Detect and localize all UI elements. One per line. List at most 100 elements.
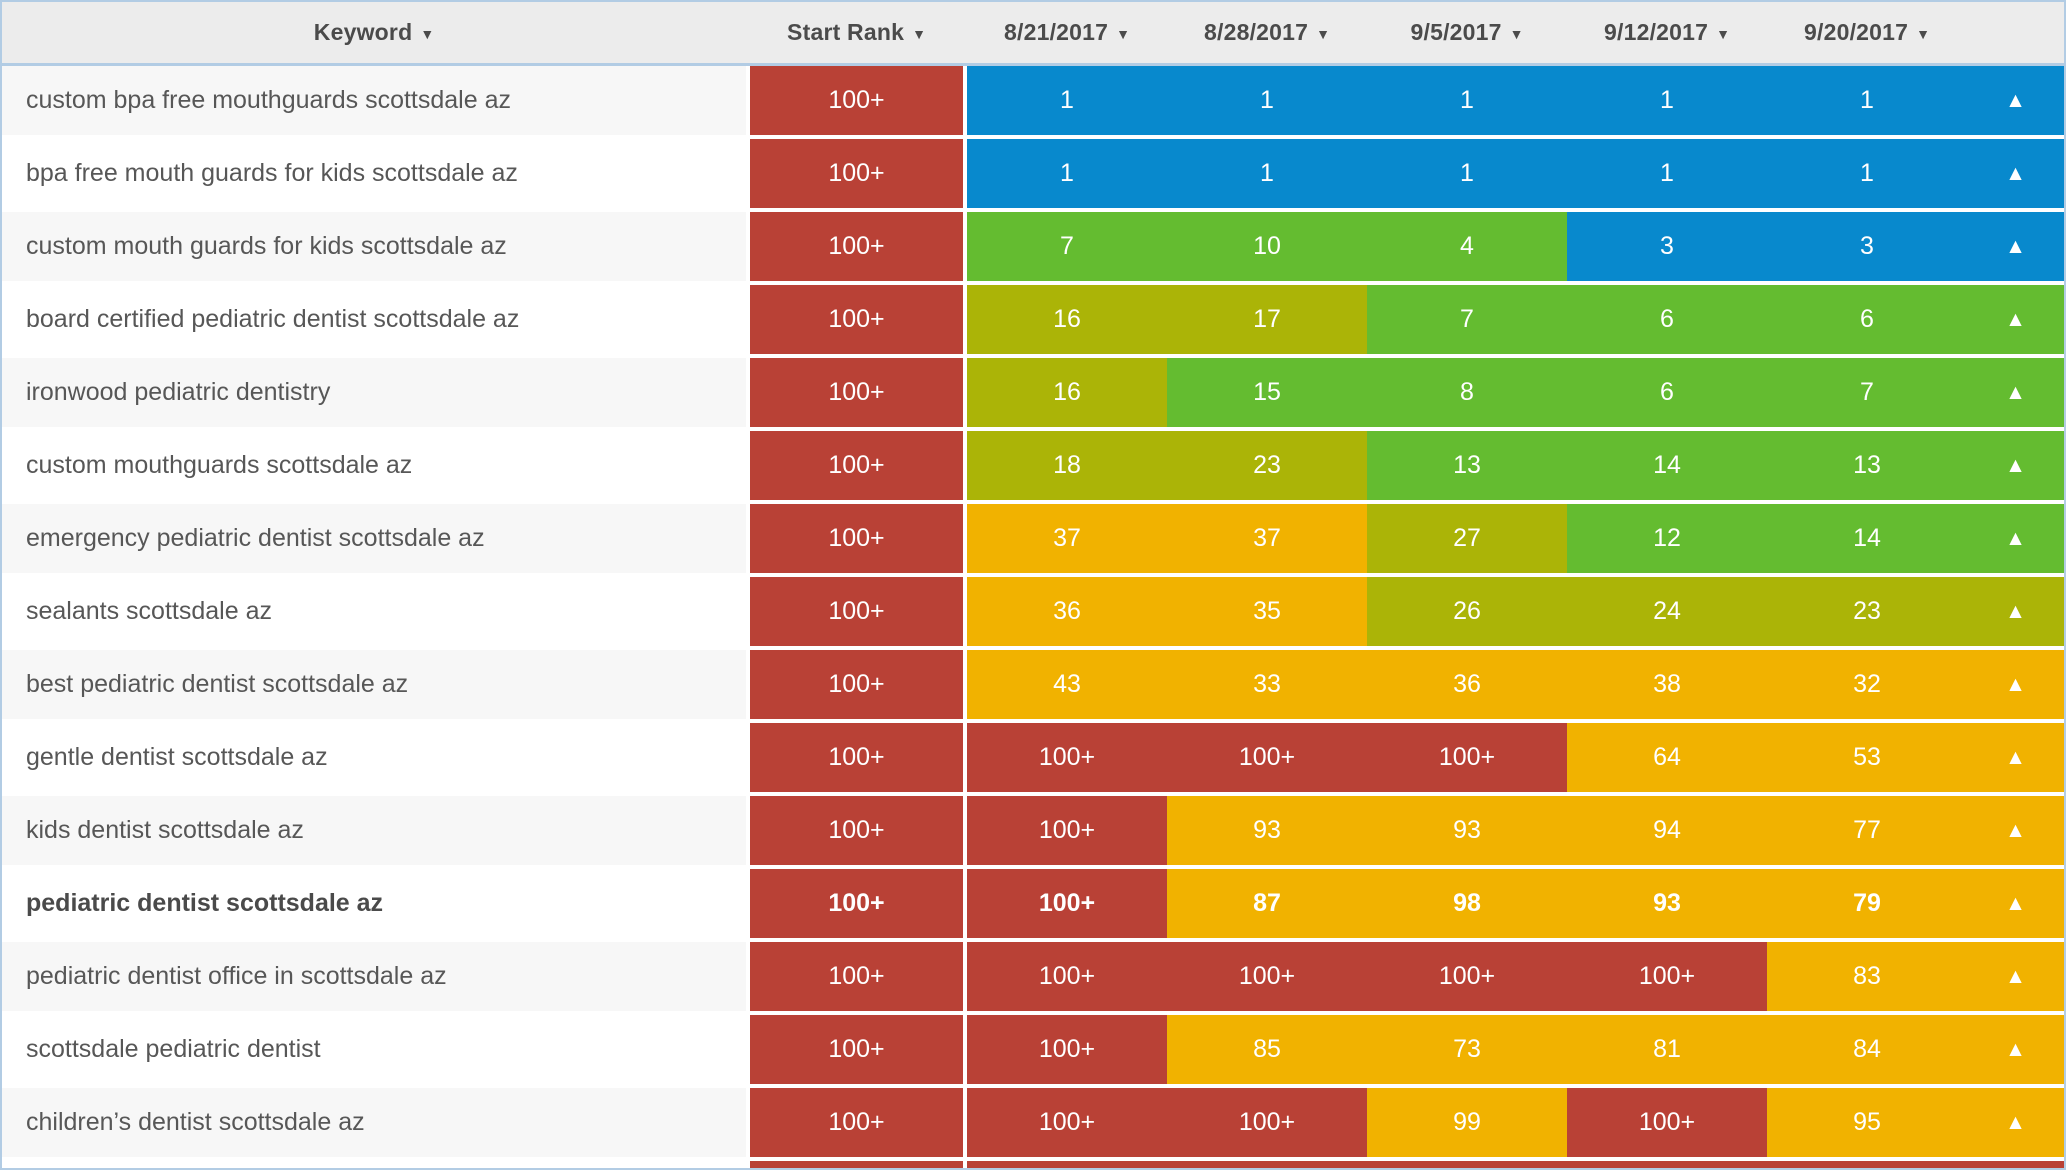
start-rank-cell: 100+ (750, 66, 963, 135)
column-header-start-rank[interactable]: Start Rank ▼ (750, 2, 963, 63)
keyword-cell[interactable]: best pediatric dentist scottsdale az (2, 650, 746, 719)
column-header-9-20-2017[interactable]: 9/20/2017 ▼ (1767, 2, 1967, 63)
rank-cells: 100+ 100+ 99 100+ 95 (967, 1088, 1967, 1157)
table-row: custom mouth guards for kids scottsdale … (2, 212, 2064, 281)
rank-cell: 85 (1167, 1015, 1367, 1084)
keyword-cell[interactable]: sealants scottsdale az (2, 577, 746, 646)
rank-cell: 93 (1167, 796, 1367, 865)
rank-cell: 99 (1367, 1088, 1567, 1157)
rank-cells: 100+ 100+ 100+ 64 53 (967, 723, 1967, 792)
rank-cell: 100+ (1567, 942, 1767, 1011)
rank-cell: 36 (1367, 650, 1567, 719)
rank-cell: 1 (1767, 66, 1967, 135)
column-header-8-28-2017[interactable]: 8/28/2017 ▼ (1167, 2, 1367, 63)
keyword-cell[interactable]: scottsdale pediatric dentist (2, 1015, 746, 1084)
table-row: scottsdale pediatric dentist 100+ 100+ 85… (2, 1015, 2064, 1084)
rank-cell: 3 (1567, 212, 1767, 281)
rank-cell: 38 (1567, 650, 1767, 719)
trend-cell: ▲ (1967, 431, 2064, 500)
rank-cell: 100+ (1367, 723, 1567, 792)
trend-up-icon: ▲ (2005, 308, 2026, 331)
rank-cell: 7 (1767, 358, 1967, 427)
keyword-cell[interactable]: custom mouth guards for kids scottsdale … (2, 212, 746, 281)
start-rank-cell: 100+ (750, 431, 963, 500)
keyword-cell[interactable]: custom bpa free mouthguards scottsdale a… (2, 66, 746, 135)
keyword-cell[interactable]: board certified pediatric dentist scotts… (2, 285, 746, 354)
start-rank-cell: 100+ (750, 1088, 963, 1157)
table-body: custom bpa free mouthguards scottsdale a… (2, 66, 2064, 1168)
rank-cell: 13 (1367, 431, 1567, 500)
keyword-cell[interactable]: gentle dentist scottsdale az (2, 723, 746, 792)
start-rank-cell: 100+ (750, 212, 963, 281)
rank-cell: 79 (1767, 869, 1967, 938)
keyword-cell[interactable]: pediatric dentist office in scottsdale a… (2, 942, 746, 1011)
trend-up-icon: ▲ (2005, 454, 2026, 477)
rank-cell: 35 (1167, 577, 1367, 646)
rank-cell: 37 (967, 504, 1167, 573)
rank-cell: 93 (1567, 869, 1767, 938)
sort-icon: ▼ (912, 26, 926, 42)
trend-cell: ▲ (1967, 650, 2064, 719)
keyword-label: emergency pediatric dentist scottsdale a… (26, 524, 485, 552)
trend-up-icon: ▲ (2005, 162, 2026, 185)
rank-cells: 36 35 26 24 23 (967, 577, 1967, 646)
column-header-keyword[interactable]: Keyword ▼ (2, 2, 746, 63)
rank-cell: 24 (1567, 577, 1767, 646)
rank-cell: 1 (1167, 139, 1367, 208)
rank-cells: 7 10 4 3 3 (967, 212, 1967, 281)
keyword-label: scottsdale pediatric dentist (26, 1035, 321, 1063)
table-header: Keyword ▼ Start Rank ▼ 8/21/2017 ▼ 8/28/2017 ▼ 9… (2, 2, 2064, 66)
keyword-label: custom mouth guards for kids scottsdale … (26, 232, 507, 260)
rank-cell: 100+ (967, 796, 1167, 865)
column-header-8-21-2017[interactable]: 8/21/2017 ▼ (967, 2, 1167, 63)
rank-cell: 32 (1767, 650, 1967, 719)
keyword-cell[interactable] (2, 1161, 746, 1168)
keyword-label: custom mouthguards scottsdale az (26, 451, 413, 479)
rank-cell: 36 (967, 577, 1167, 646)
rank-cell: 1 (967, 139, 1167, 208)
table-row: pediatric dentist office in scottsdale a… (2, 942, 2064, 1011)
column-header-trend (1967, 2, 2064, 63)
rank-cell: 7 (1367, 285, 1567, 354)
keyword-cell[interactable]: bpa free mouth guards for kids scottsdal… (2, 139, 746, 208)
keyword-cell[interactable]: pediatric dentist scottsdale az (2, 869, 746, 938)
trend-cell: ▲ (1967, 504, 2064, 573)
rank-cell: 1 (1367, 66, 1567, 135)
rank-cell: 100+ (1367, 942, 1567, 1011)
sort-icon: ▼ (1316, 26, 1330, 42)
trend-up-icon: ▲ (2005, 819, 2026, 842)
rank-cells: 100+ 100+ 100+ 100+ 83 (967, 942, 1967, 1011)
rank-cell (1567, 1161, 1767, 1168)
rank-cell: 13 (1767, 431, 1967, 500)
trend-cell: ▲ (1967, 942, 2064, 1011)
keyword-cell[interactable]: ironwood pediatric dentistry (2, 358, 746, 427)
keyword-cell[interactable]: emergency pediatric dentist scottsdale a… (2, 504, 746, 573)
column-header-label: 9/5/2017 (1410, 19, 1502, 45)
keyword-label: gentle dentist scottsdale az (26, 743, 328, 771)
keyword-label: children’s dentist scottsdale az (26, 1108, 365, 1136)
column-header-label: 9/12/2017 (1604, 19, 1709, 45)
sort-icon: ▼ (1509, 26, 1524, 42)
column-header-9-5-2017[interactable]: 9/5/2017 ▼ (1367, 2, 1567, 63)
keyword-label: best pediatric dentist scottsdale az (26, 670, 409, 698)
column-header-9-12-2017[interactable]: 9/12/2017 ▼ (1567, 2, 1767, 63)
rank-cell: 73 (1367, 1015, 1567, 1084)
rank-cell: 100+ (967, 869, 1167, 938)
trend-cell: ▲ (1967, 796, 2064, 865)
keyword-cell[interactable]: custom mouthguards scottsdale az (2, 431, 746, 500)
rank-cell: 1 (1567, 139, 1767, 208)
rank-cell: 100+ (967, 1015, 1167, 1084)
rank-cell: 14 (1567, 431, 1767, 500)
rank-cell: 81 (1567, 1015, 1767, 1084)
keyword-cell[interactable]: kids dentist scottsdale az (2, 796, 746, 865)
table-row: custom mouthguards scottsdale az 100+ 18… (2, 431, 2064, 500)
keyword-cell[interactable]: children’s dentist scottsdale az (2, 1088, 746, 1157)
rank-cell: 100+ (1167, 723, 1367, 792)
table-row: bpa free mouth guards for kids scottsdal… (2, 139, 2064, 208)
trend-cell: ▲ (1967, 66, 2064, 135)
trend-up-icon: ▲ (2005, 89, 2026, 112)
table-row (2, 1161, 2064, 1168)
